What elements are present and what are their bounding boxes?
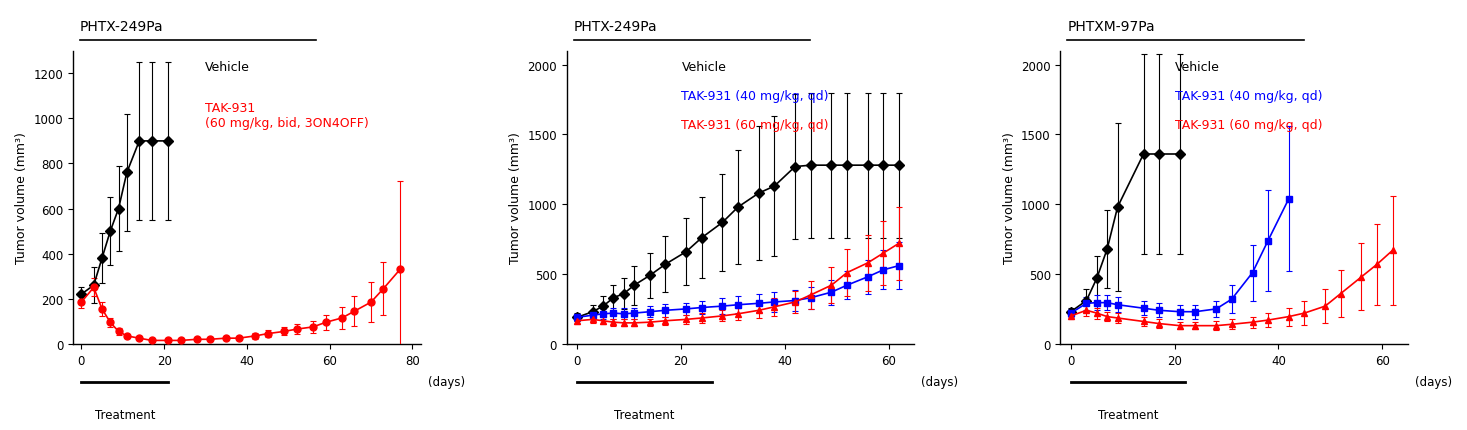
Text: PHTXM-97Pa: PHTXM-97Pa	[1068, 20, 1155, 34]
Text: PHTX-249Pa: PHTX-249Pa	[81, 20, 164, 34]
Y-axis label: Tumor volume (mm³): Tumor volume (mm³)	[509, 132, 522, 264]
Text: TAK-931 (60 mg/kg, qd): TAK-931 (60 mg/kg, qd)	[682, 119, 829, 132]
Text: Treatment: Treatment	[1097, 408, 1159, 421]
Text: Treatment: Treatment	[94, 408, 156, 421]
Y-axis label: Tumor volume (mm³): Tumor volume (mm³)	[15, 132, 28, 264]
Y-axis label: Tumor volume (mm³): Tumor volume (mm³)	[1002, 132, 1015, 264]
Text: (days): (days)	[428, 375, 465, 388]
Text: TAK-931
(60 mg/kg, bid, 3ON4OFF): TAK-931 (60 mg/kg, bid, 3ON4OFF)	[205, 101, 368, 129]
Text: TAK-931 (40 mg/kg, qd): TAK-931 (40 mg/kg, qd)	[682, 89, 829, 103]
Text: TAK-931 (60 mg/kg, qd): TAK-931 (60 mg/kg, qd)	[1175, 119, 1323, 132]
Text: TAK-931 (40 mg/kg, qd): TAK-931 (40 mg/kg, qd)	[1175, 89, 1323, 103]
Text: Treatment: Treatment	[615, 408, 675, 421]
Text: Vehicle: Vehicle	[682, 60, 726, 74]
Text: (days): (days)	[1416, 375, 1452, 388]
Text: Vehicle: Vehicle	[1175, 60, 1221, 74]
Text: PHTX-249Pa: PHTX-249Pa	[574, 20, 657, 34]
Text: Vehicle: Vehicle	[205, 60, 249, 74]
Text: (days): (days)	[921, 375, 958, 388]
